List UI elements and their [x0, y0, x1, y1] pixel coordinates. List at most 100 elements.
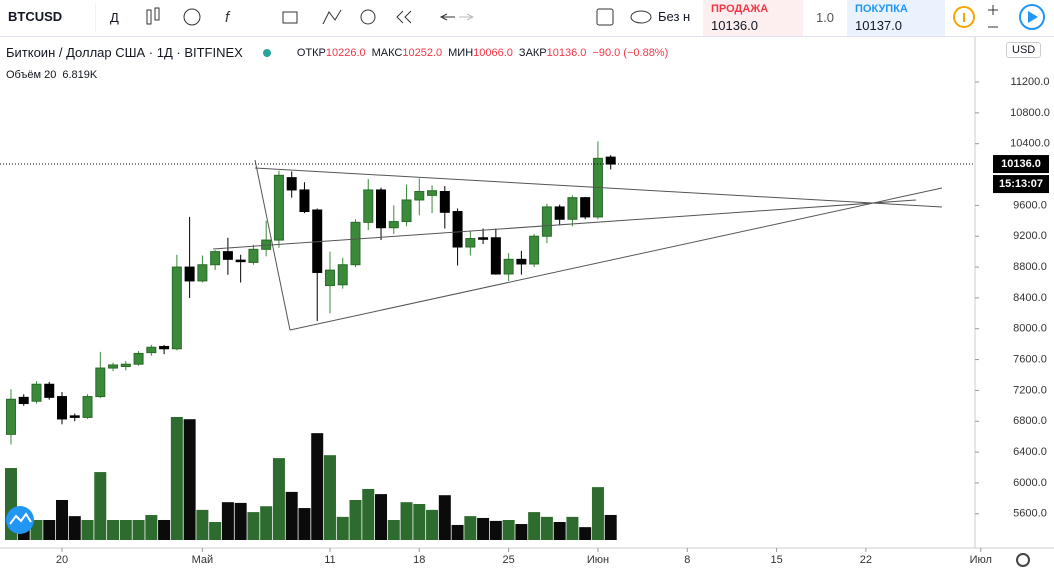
- volume-bar: [56, 499, 69, 540]
- volume-bar: [272, 458, 285, 540]
- trend-line: [289, 187, 943, 331]
- candle-body: [324, 269, 335, 287]
- play-icon[interactable]: [1019, 4, 1045, 30]
- ohlc-item: ЗАКР10136.0: [519, 47, 587, 59]
- candle-body: [108, 364, 119, 369]
- zoom-icons[interactable]: [988, 5, 998, 28]
- fx-icon[interactable]: f: [225, 9, 231, 26]
- interval[interactable]: Д: [110, 10, 119, 25]
- volume-bar: [400, 502, 413, 540]
- compare[interactable]: Без н: [658, 9, 691, 24]
- candle-body: [120, 363, 131, 368]
- x-tick-label: Июл: [970, 554, 992, 566]
- x-tick-label: 11: [324, 554, 335, 566]
- volume-bar: [451, 524, 464, 540]
- candle-body: [567, 197, 578, 220]
- volume-bar: [477, 517, 490, 540]
- x-tick-label: Май: [192, 554, 214, 566]
- volume-bar: [553, 522, 566, 540]
- indicator-icon[interactable]: [183, 8, 201, 26]
- candle-body: [146, 346, 157, 354]
- sell-button[interactable]: ПРОДАЖА 10136.0: [703, 0, 803, 36]
- candles-icon[interactable]: [146, 9, 152, 25]
- buy-button[interactable]: ПОКУПКА 10137.0: [847, 0, 945, 36]
- replay-icon[interactable]: [396, 10, 412, 24]
- ohlc-value: 10252.0: [402, 46, 443, 59]
- volume-bar: [566, 516, 579, 540]
- candle-body: [414, 190, 425, 201]
- redo-icon[interactable]: [459, 13, 475, 21]
- last-price-box: [993, 155, 1049, 174]
- trend-lines: [212, 159, 943, 331]
- candle-body: [248, 248, 259, 263]
- buy-label: ПОКУПКА: [855, 3, 908, 15]
- volume-bar: [604, 514, 617, 540]
- layout-icon[interactable]: [596, 8, 614, 26]
- alert-icon[interactable]: [322, 9, 342, 25]
- volume-bar: [528, 512, 541, 540]
- candle-body: [541, 206, 552, 237]
- y-tick-label: 5600.0: [1013, 508, 1047, 520]
- volume-bar: [107, 519, 120, 540]
- alarm-icon[interactable]: [360, 9, 376, 25]
- volume-bar: [323, 455, 336, 540]
- volume-bar: [247, 512, 260, 540]
- logo-icon: [9, 512, 32, 525]
- ohlc-label: МАКС: [371, 46, 403, 59]
- volume-bar: [285, 491, 298, 540]
- candle-body: [529, 235, 540, 265]
- settings-icon[interactable]: [1016, 553, 1030, 567]
- volume-bar: [336, 516, 349, 540]
- trend-line: [212, 199, 917, 250]
- candle-body: [580, 197, 591, 218]
- y-tick-label: 6000.0: [1013, 477, 1047, 489]
- volume-bar: [30, 519, 43, 540]
- volume-bar: [375, 494, 388, 540]
- sell-label: ПРОДАЖА: [711, 3, 769, 15]
- volume-name: Объём 20: [6, 69, 57, 81]
- candles-icon[interactable]: [154, 7, 160, 21]
- plot: [0, 141, 975, 540]
- volume-bar: [209, 522, 222, 540]
- candle-body: [31, 383, 42, 402]
- last-price-label: 10136.0: [1001, 158, 1041, 170]
- candle-body: [159, 345, 170, 350]
- change: −90.0 (−0.88%): [592, 46, 669, 59]
- volume-bar: [489, 520, 502, 540]
- volume-bar: [438, 495, 451, 540]
- volume-bar: [362, 488, 375, 540]
- ohlc-value: 10136.0: [546, 46, 587, 59]
- volume-bar: [196, 509, 209, 540]
- cloud-icon[interactable]: [630, 10, 652, 24]
- candle-body: [210, 251, 221, 266]
- candle-body: [57, 396, 68, 420]
- ohlc-item: МИН10066.0: [448, 47, 513, 59]
- ohlc: ОТКР10226.0 МАКС10252.0 МИН10066.0 ЗАКР1013…: [297, 47, 668, 59]
- candle-body: [222, 251, 233, 260]
- y-tick-label: 7200.0: [1013, 384, 1047, 396]
- candle-body: [350, 221, 361, 266]
- info-icon[interactable]: [953, 6, 975, 28]
- play-icon: [1028, 11, 1038, 23]
- candle-body: [82, 396, 93, 418]
- candle-body: [376, 189, 387, 229]
- volume-bar: [311, 433, 324, 540]
- ohlc-item: МАКС10252.0: [372, 47, 443, 59]
- status-dot: [262, 48, 271, 57]
- volume-bar: [183, 419, 196, 540]
- candle-body: [427, 190, 438, 196]
- undo-icon[interactable]: [439, 13, 455, 21]
- volume-bar: [68, 516, 81, 540]
- currency[interactable]: USD: [1006, 42, 1042, 58]
- candle-body: [605, 156, 616, 165]
- candle-body: [452, 211, 463, 248]
- candle-body: [401, 199, 412, 223]
- countdown: 15:13:07: [999, 178, 1043, 190]
- volume-bar: [260, 506, 273, 540]
- template-icon[interactable]: [282, 11, 298, 24]
- y-tick-label: 9600.0: [1013, 199, 1047, 211]
- symbol[interactable]: BTCUSD: [8, 9, 63, 24]
- candle-body: [273, 174, 284, 241]
